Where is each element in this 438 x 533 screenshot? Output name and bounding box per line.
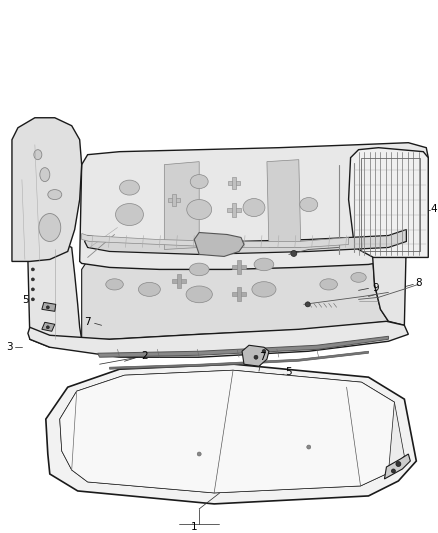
Circle shape — [254, 355, 258, 359]
Polygon shape — [232, 293, 246, 296]
Ellipse shape — [186, 286, 212, 303]
Polygon shape — [110, 351, 368, 369]
Polygon shape — [177, 274, 181, 288]
Polygon shape — [172, 193, 176, 206]
Ellipse shape — [120, 180, 139, 195]
Ellipse shape — [189, 263, 209, 276]
Polygon shape — [28, 321, 408, 357]
Polygon shape — [227, 207, 241, 212]
Text: 4: 4 — [431, 204, 438, 214]
Text: 8: 8 — [415, 278, 422, 288]
Circle shape — [32, 268, 34, 271]
Ellipse shape — [243, 199, 265, 216]
Polygon shape — [237, 287, 241, 301]
Polygon shape — [232, 265, 246, 269]
Ellipse shape — [34, 150, 42, 160]
Text: 5: 5 — [286, 367, 292, 377]
Polygon shape — [228, 181, 240, 184]
Text: 9: 9 — [372, 284, 379, 293]
Ellipse shape — [40, 168, 50, 182]
Circle shape — [32, 298, 34, 301]
Polygon shape — [237, 261, 241, 274]
Circle shape — [396, 462, 401, 466]
Text: 1: 1 — [191, 522, 198, 532]
Polygon shape — [28, 239, 81, 347]
Ellipse shape — [300, 198, 318, 212]
Polygon shape — [46, 364, 416, 504]
Polygon shape — [372, 224, 406, 325]
Polygon shape — [81, 233, 349, 247]
Polygon shape — [168, 198, 180, 201]
Text: 7: 7 — [258, 352, 265, 362]
Circle shape — [32, 278, 34, 281]
Polygon shape — [349, 148, 428, 257]
Ellipse shape — [190, 175, 208, 189]
Polygon shape — [42, 322, 55, 332]
Polygon shape — [385, 454, 410, 479]
Polygon shape — [164, 161, 199, 249]
Polygon shape — [81, 245, 389, 340]
Ellipse shape — [138, 282, 160, 296]
Polygon shape — [267, 160, 301, 247]
Circle shape — [197, 452, 201, 456]
Ellipse shape — [106, 279, 124, 290]
Ellipse shape — [252, 282, 276, 297]
Polygon shape — [60, 370, 404, 493]
Ellipse shape — [116, 204, 143, 225]
Circle shape — [262, 350, 266, 353]
Polygon shape — [80, 143, 428, 269]
Polygon shape — [232, 203, 236, 216]
Polygon shape — [242, 345, 269, 366]
Ellipse shape — [254, 258, 274, 271]
Circle shape — [307, 445, 311, 449]
Circle shape — [46, 326, 49, 329]
Circle shape — [32, 288, 34, 291]
Ellipse shape — [351, 272, 366, 282]
Circle shape — [291, 251, 297, 256]
Polygon shape — [60, 370, 394, 493]
Ellipse shape — [187, 199, 212, 220]
Polygon shape — [172, 279, 186, 284]
Circle shape — [46, 306, 49, 309]
Polygon shape — [232, 176, 236, 189]
Text: 5: 5 — [23, 295, 29, 305]
Circle shape — [392, 469, 396, 473]
Text: 7: 7 — [85, 317, 91, 327]
Ellipse shape — [39, 214, 61, 241]
Polygon shape — [98, 336, 389, 357]
Ellipse shape — [320, 279, 337, 290]
Text: 3: 3 — [7, 342, 13, 352]
Ellipse shape — [48, 190, 62, 199]
Circle shape — [305, 302, 310, 307]
Polygon shape — [12, 118, 81, 261]
Text: 2: 2 — [141, 351, 148, 361]
Polygon shape — [194, 232, 244, 256]
Polygon shape — [42, 302, 56, 311]
Polygon shape — [85, 230, 406, 254]
